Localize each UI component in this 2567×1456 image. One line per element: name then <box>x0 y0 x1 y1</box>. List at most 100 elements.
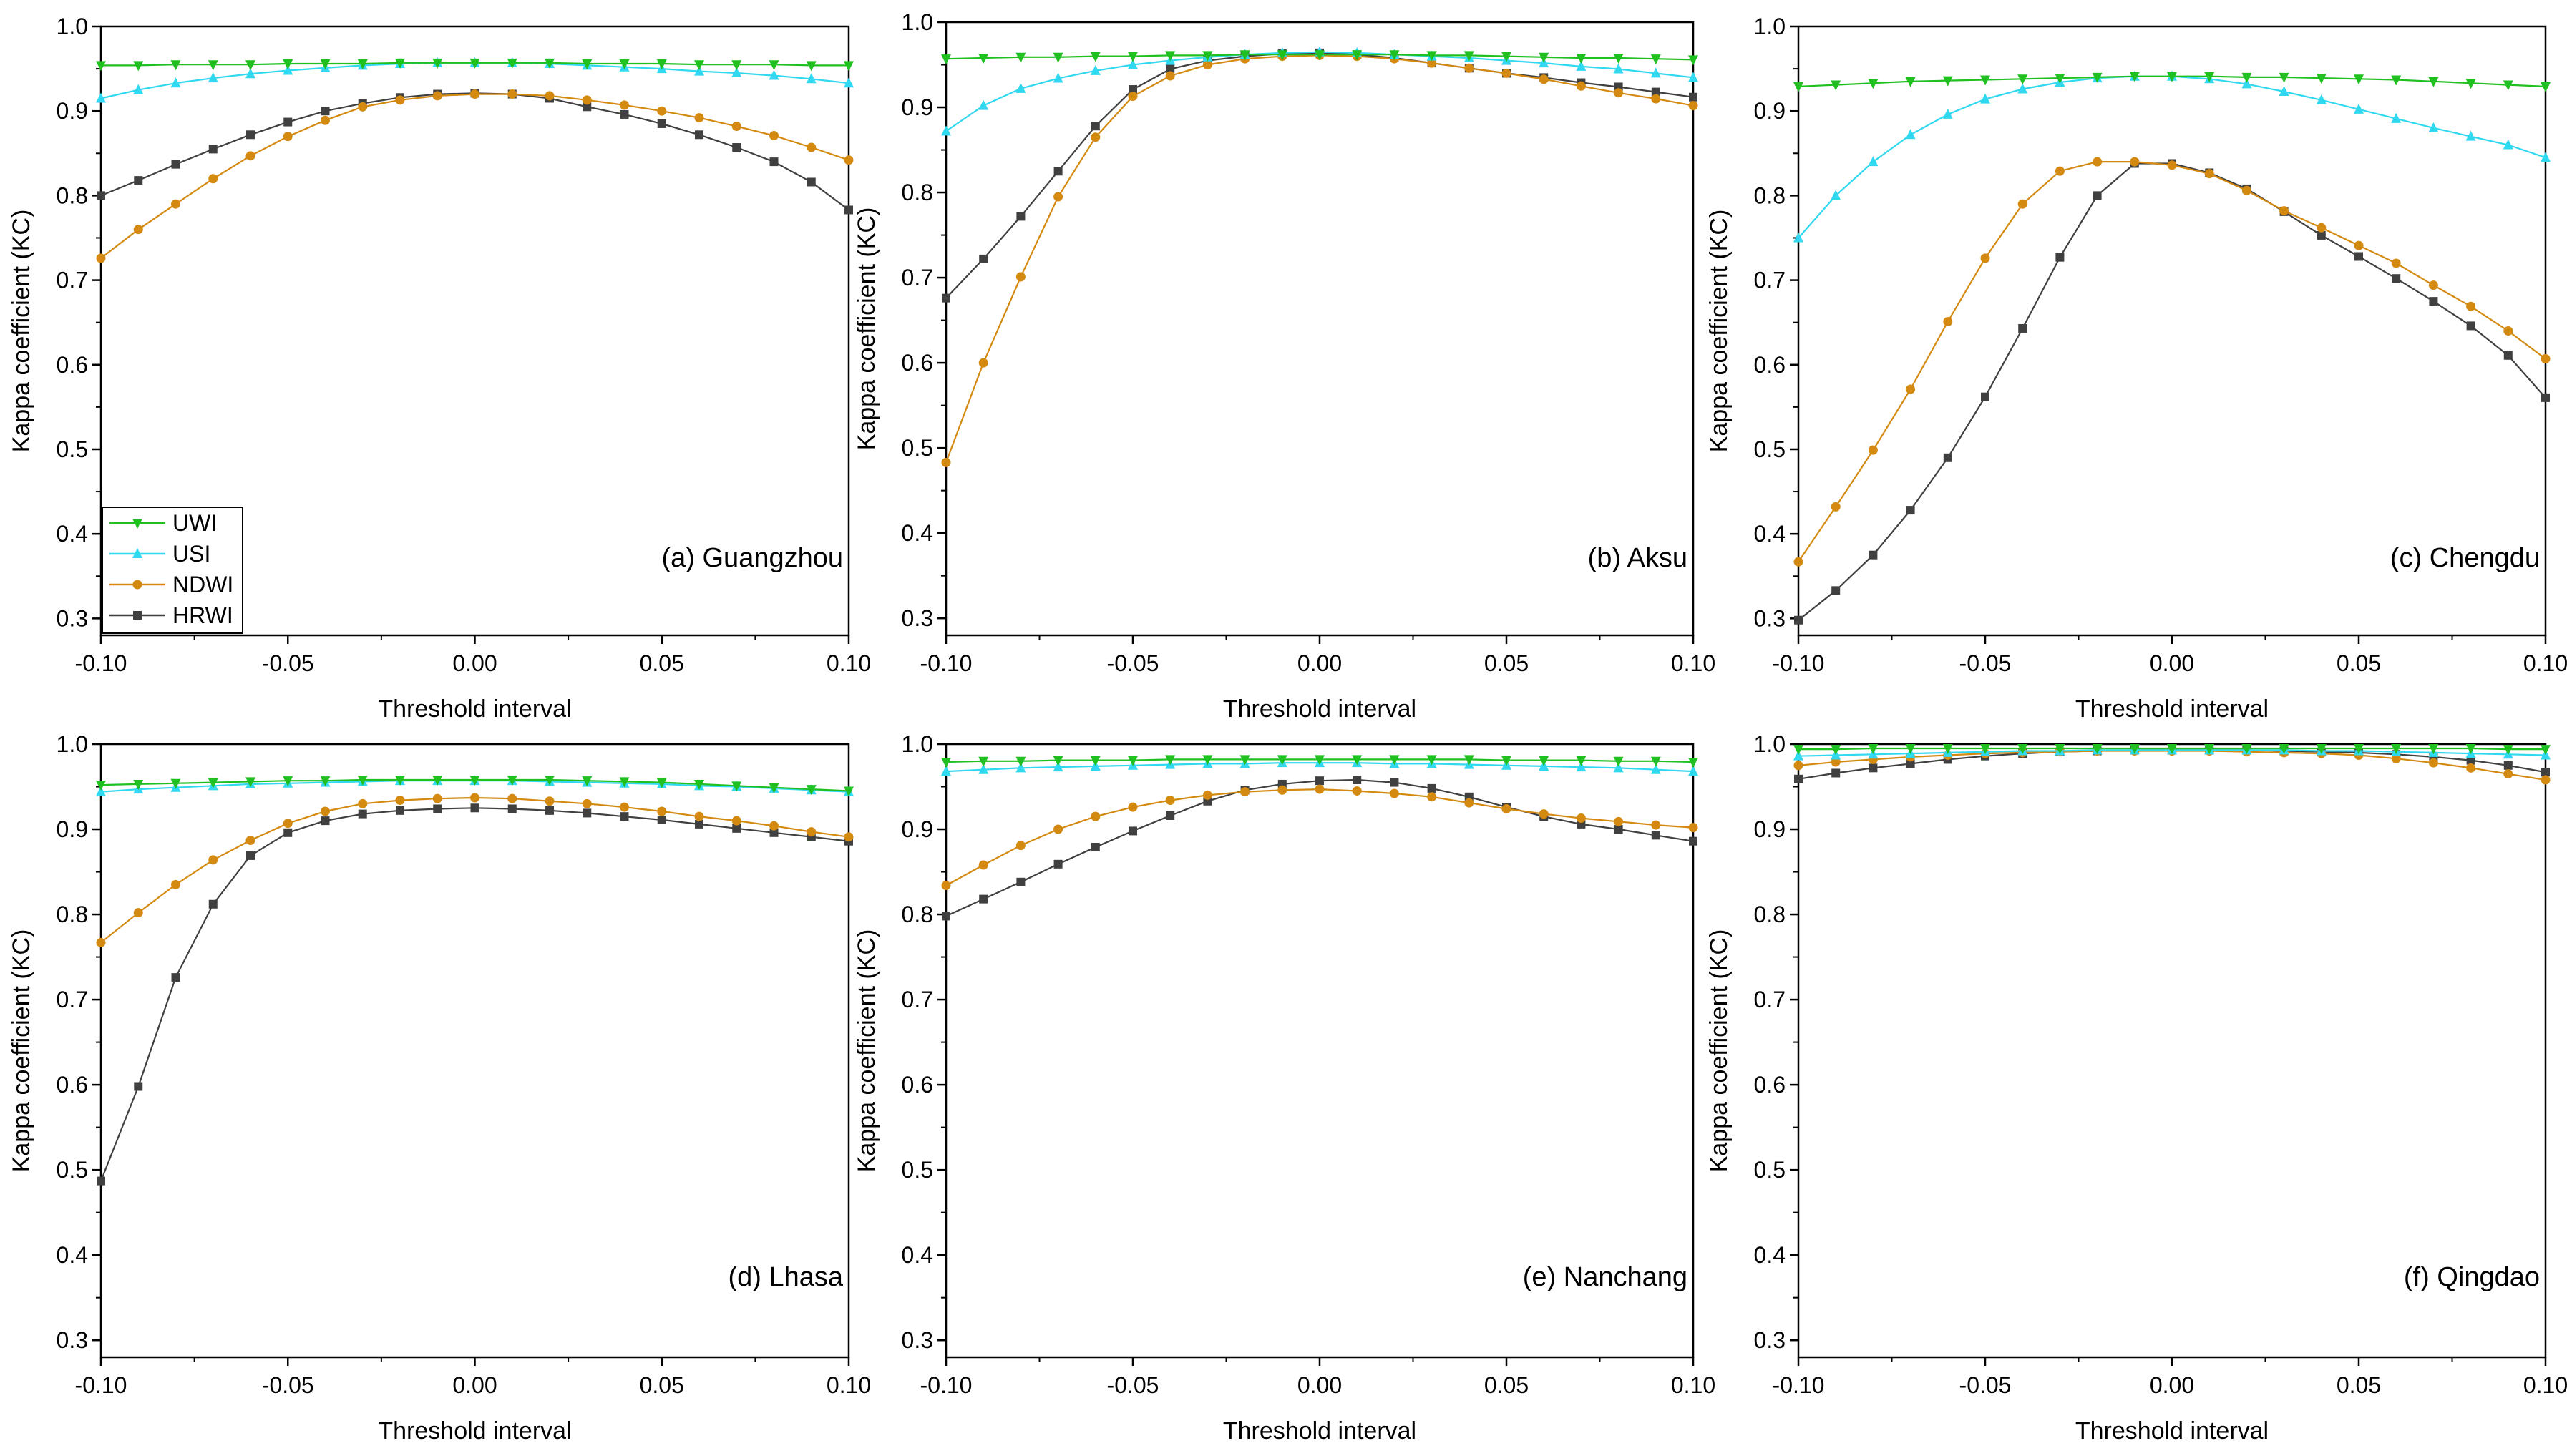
data-point-hrwi <box>769 157 779 167</box>
data-point-hrwi <box>695 819 703 829</box>
y-tick-label: 0.5 <box>1754 436 1786 462</box>
y-tick-label: 0.3 <box>902 1327 933 1353</box>
data-point-uwi <box>978 756 989 767</box>
data-point-ndwi <box>208 855 218 865</box>
data-point-uwi <box>1015 52 1026 63</box>
y-tick-label: 0.6 <box>1754 352 1786 378</box>
data-point-ndwi <box>941 457 951 467</box>
data-point-ndwi <box>1688 101 1698 111</box>
data-point-uwi <box>245 60 255 71</box>
data-point-ndwi <box>1464 798 1474 808</box>
series-ndwi <box>96 793 854 947</box>
x-tick-label: 0.00 <box>1297 650 1342 676</box>
data-point-ndwi <box>620 100 629 110</box>
data-point-hrwi <box>1943 453 1952 462</box>
data-point-usi <box>2428 122 2439 132</box>
data-point-ndwi <box>2279 206 2289 216</box>
data-point-uwi <box>1165 755 1176 766</box>
data-point-ndwi <box>807 142 817 152</box>
data-point-hrwi <box>583 102 592 112</box>
data-point-uwi <box>2241 743 2252 754</box>
y-tick-label: 0.4 <box>57 1242 88 1268</box>
x-axis-title: Threshold interval <box>2075 695 2269 723</box>
data-point-usi <box>806 73 817 84</box>
y-tick-label: 0.8 <box>57 902 88 927</box>
data-point-ndwi <box>2130 157 2140 167</box>
data-point-uwi <box>469 58 480 69</box>
data-point-hrwi <box>545 806 554 815</box>
data-point-hrwi <box>1689 836 1697 846</box>
data-point-uwi <box>844 61 854 72</box>
data-point-uwi <box>2503 80 2513 91</box>
data-point-hrwi <box>1427 783 1436 793</box>
data-point-uwi <box>1239 755 1250 766</box>
data-point-hrwi <box>97 1176 105 1186</box>
legend-marker-usi <box>132 548 142 558</box>
data-point-hrwi <box>2466 756 2475 765</box>
data-point-ndwi <box>432 793 442 803</box>
data-point-uwi <box>2391 743 2402 754</box>
data-point-uwi <box>133 61 144 72</box>
data-point-hrwi <box>2466 321 2475 331</box>
data-point-usi <box>1650 67 1661 78</box>
data-point-usi <box>1613 762 1624 773</box>
panel-annotation: (e) Nanchang <box>1523 1262 1687 1292</box>
data-point-uwi <box>1165 51 1176 62</box>
data-point-uwi <box>170 60 181 71</box>
data-point-ndwi <box>2354 240 2364 250</box>
data-point-uwi <box>1868 743 1879 754</box>
data-point-hrwi <box>1053 859 1063 869</box>
data-point-uwi <box>1426 51 1437 62</box>
chart-panel-5: 0.3 0.4 0.5 0.6 0.7 0.8 0.9 1.0 -0.10 -0.05 0.00 0.… <box>853 731 1715 1445</box>
data-point-usi <box>133 84 144 94</box>
data-point-hrwi <box>1091 122 1100 131</box>
data-point-usi <box>769 69 779 80</box>
data-point-uwi <box>1650 54 1661 65</box>
data-point-usi <box>1688 766 1698 776</box>
y-tick-label: 0.9 <box>1754 816 1786 842</box>
series-uwi <box>96 58 854 72</box>
data-point-uwi <box>1650 756 1661 767</box>
data-point-uwi <box>1793 745 1803 756</box>
x-tick-label: 0.00 <box>452 650 497 676</box>
x-tick-label: -0.10 <box>920 650 973 676</box>
data-point-uwi <box>1942 76 1953 87</box>
series-ndwi <box>1793 157 2551 567</box>
data-point-ndwi <box>2017 199 2027 209</box>
data-point-ndwi <box>1128 92 1138 102</box>
data-point-ndwi <box>1015 841 1026 851</box>
chart-panel-4: 0.3 0.4 0.5 0.6 0.7 0.8 0.9 1.0 -0.10 -0.05 0.00 0.… <box>8 731 871 1445</box>
data-point-hrwi <box>1353 775 1362 784</box>
data-point-uwi <box>1980 743 1990 754</box>
data-point-usi <box>283 64 293 75</box>
data-point-uwi <box>2167 72 2177 82</box>
data-point-usi <box>2241 78 2252 89</box>
data-point-ndwi <box>1501 68 1511 78</box>
data-point-ndwi <box>582 798 592 808</box>
y-axis-title: Kappa coefficient (KC) <box>1705 929 1733 1173</box>
data-point-hrwi <box>979 254 988 263</box>
data-point-usi <box>1831 190 1841 200</box>
data-point-uwi <box>283 59 293 70</box>
data-point-uwi <box>1793 82 1803 92</box>
data-point-ndwi <box>1202 60 1212 70</box>
data-point-ndwi <box>2204 169 2214 179</box>
data-point-uwi <box>619 777 630 788</box>
data-point-hrwi <box>844 205 853 215</box>
x-tick-label: 0.05 <box>1484 650 1529 676</box>
data-point-hrwi <box>695 130 703 140</box>
data-point-uwi <box>2465 79 2476 89</box>
data-point-ndwi <box>2391 753 2401 763</box>
data-point-hrwi <box>1794 615 1803 625</box>
data-point-uwi <box>1315 50 1325 61</box>
data-point-hrwi <box>1981 392 1989 401</box>
data-point-ndwi <box>1165 71 1175 81</box>
data-point-hrwi <box>732 143 741 152</box>
data-point-hrwi <box>1166 811 1175 820</box>
data-point-uwi <box>432 58 443 69</box>
data-point-hrwi <box>134 1082 143 1091</box>
x-tick-label: 0.05 <box>640 650 684 676</box>
data-point-uwi <box>545 58 555 69</box>
data-point-hrwi <box>134 176 143 185</box>
data-point-ndwi <box>694 811 704 821</box>
